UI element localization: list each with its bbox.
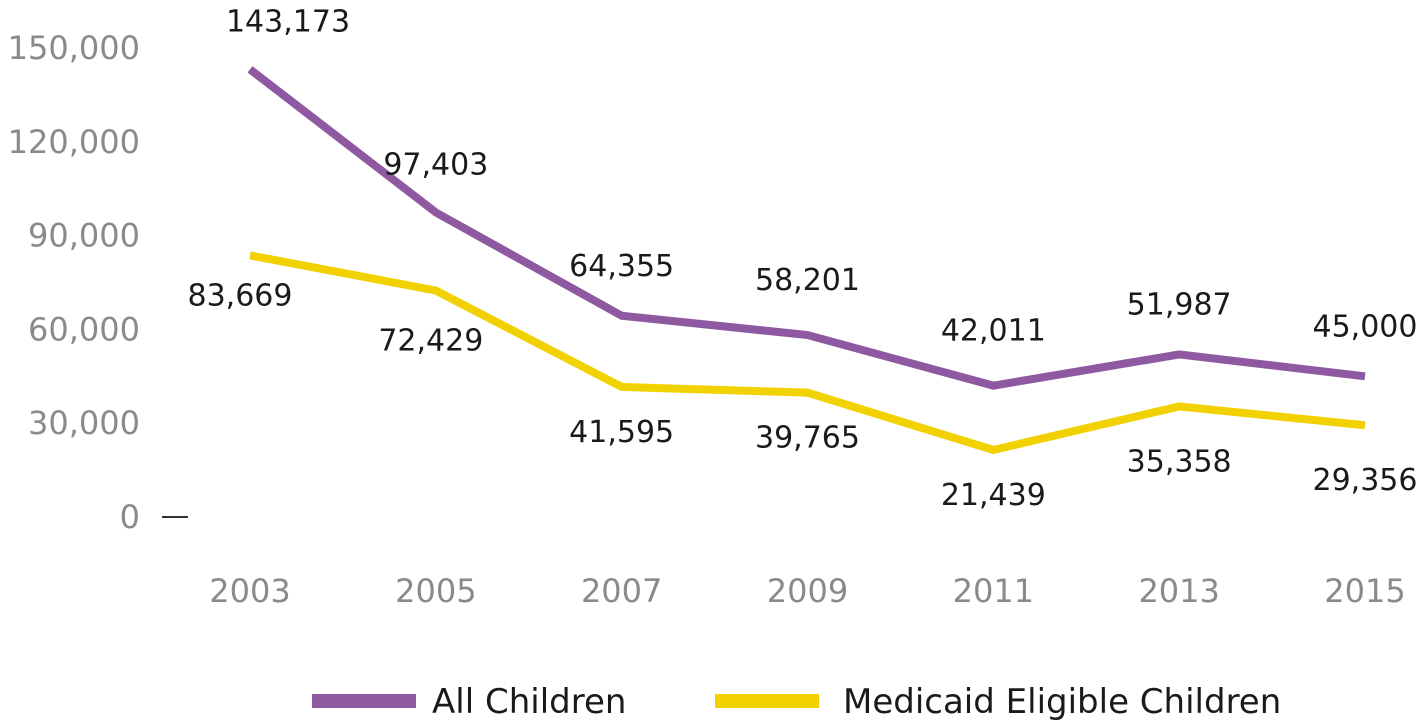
data-label: 51,987	[1127, 287, 1232, 322]
x-tick-label: 2015	[1324, 572, 1405, 610]
x-tick-label: 2005	[395, 572, 476, 610]
y-tick-label: 30,000	[28, 404, 140, 442]
data-label: 41,595	[569, 415, 674, 450]
data-label: 29,356	[1313, 463, 1418, 498]
data-label: 21,439	[941, 478, 1046, 513]
legend-item: Medicaid Eligible Children	[715, 682, 1281, 722]
y-axis: 0 30,000 60,000 90,000 120,000 150,000	[8, 29, 188, 536]
legend-swatch	[312, 694, 416, 708]
legend-label: All Children	[432, 682, 626, 722]
data-label: 143,173	[226, 4, 350, 39]
legend-item: All Children	[312, 682, 626, 722]
x-tick-label: 2011	[953, 572, 1034, 610]
series-line-medicaid-eligible-children	[249, 251, 1366, 455]
y-tick-label: 90,000	[28, 217, 140, 255]
data-label: 64,355	[569, 249, 674, 284]
data-label: 58,201	[755, 263, 860, 298]
x-tick-label: 2009	[767, 572, 848, 610]
series-lines	[247, 66, 1366, 455]
data-labels: 143,173 97,403 64,355 58,201 42,011 51,987 45,…	[188, 4, 1418, 513]
series-line-all-children	[247, 66, 1366, 390]
y-tick-label: 150,000	[8, 29, 140, 67]
data-label: 83,669	[188, 278, 293, 313]
x-tick-label: 2013	[1138, 572, 1219, 610]
legend-swatch	[715, 694, 819, 708]
y-tick-label: 0	[120, 498, 140, 536]
legend-label: Medicaid Eligible Children	[843, 682, 1281, 722]
y-tick-label: 60,000	[28, 310, 140, 348]
y-tick-label: 120,000	[8, 123, 140, 161]
data-label: 42,011	[941, 314, 1046, 349]
legend: All Children Medicaid Eligible Children	[312, 682, 1281, 722]
x-axis: 2003 2005 2007 2009 2011 2013 2015	[209, 572, 1405, 610]
data-label: 39,765	[755, 421, 860, 456]
data-label: 97,403	[383, 147, 488, 182]
x-tick-label: 2007	[581, 572, 662, 610]
data-label: 72,429	[378, 324, 483, 359]
data-label: 35,358	[1127, 444, 1232, 479]
data-label: 45,000	[1313, 309, 1418, 344]
x-tick-label: 2003	[209, 572, 290, 610]
